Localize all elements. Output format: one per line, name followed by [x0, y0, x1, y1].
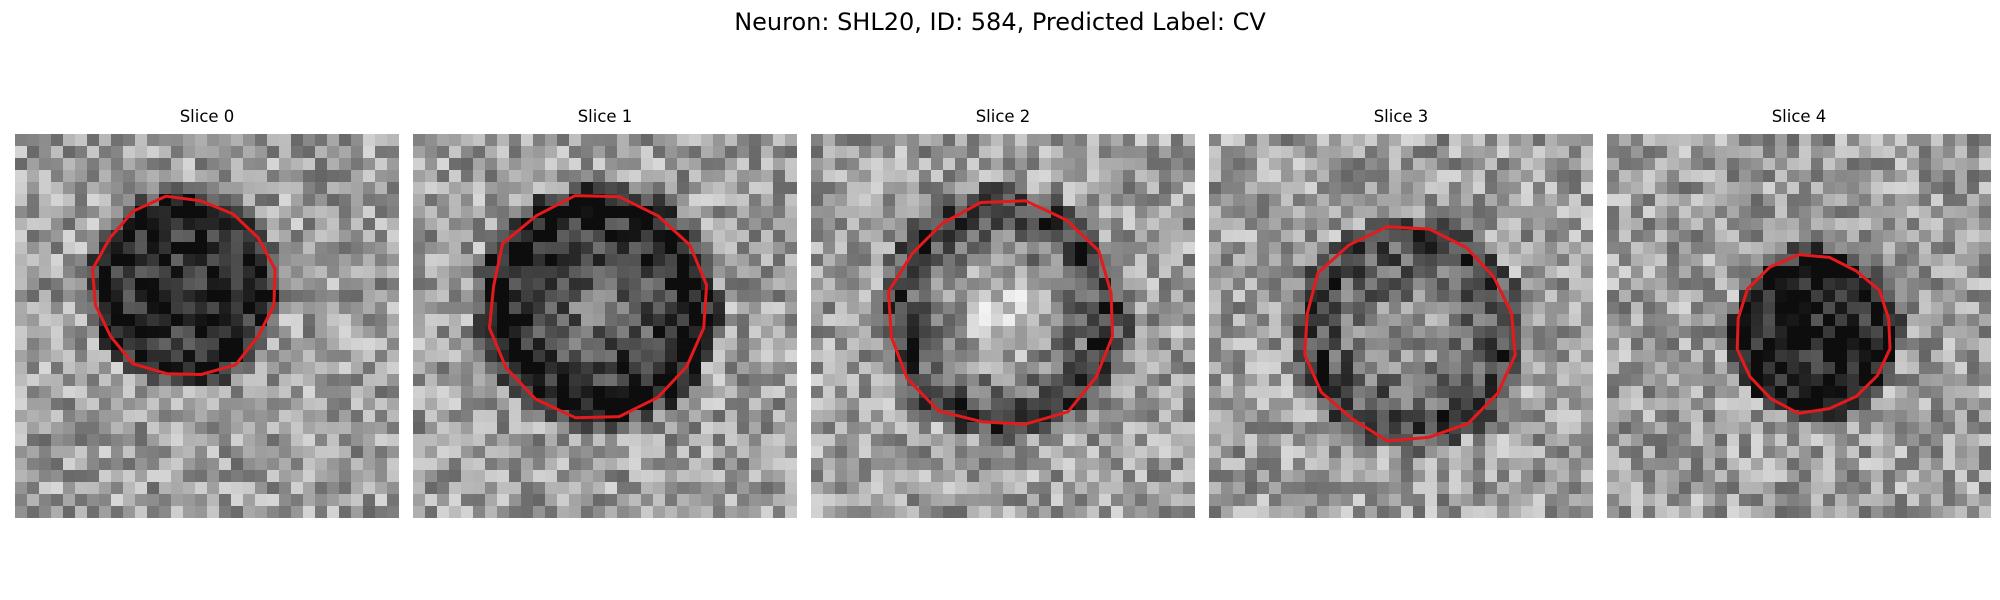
slice-title: Slice 1 [413, 106, 797, 128]
slice-image [413, 134, 797, 518]
slice-title: Slice 3 [1209, 106, 1593, 128]
figure-title: Neuron: SHL20, ID: 584, Predicted Label:… [0, 6, 2000, 38]
slice-panel-0: Slice 0 [15, 106, 399, 518]
slice-image [15, 134, 399, 518]
slice-title: Slice 4 [1607, 106, 1991, 128]
slice-panel-4: Slice 4 [1607, 106, 1991, 518]
slice-image [1607, 134, 1991, 518]
slice-panel-1: Slice 1 [413, 106, 797, 518]
slice-image [811, 134, 1195, 518]
slice-title: Slice 2 [811, 106, 1195, 128]
slice-panel-2: Slice 2 [811, 106, 1195, 518]
slice-title: Slice 0 [15, 106, 399, 128]
slice-panel-3: Slice 3 [1209, 106, 1593, 518]
slice-image [1209, 134, 1593, 518]
